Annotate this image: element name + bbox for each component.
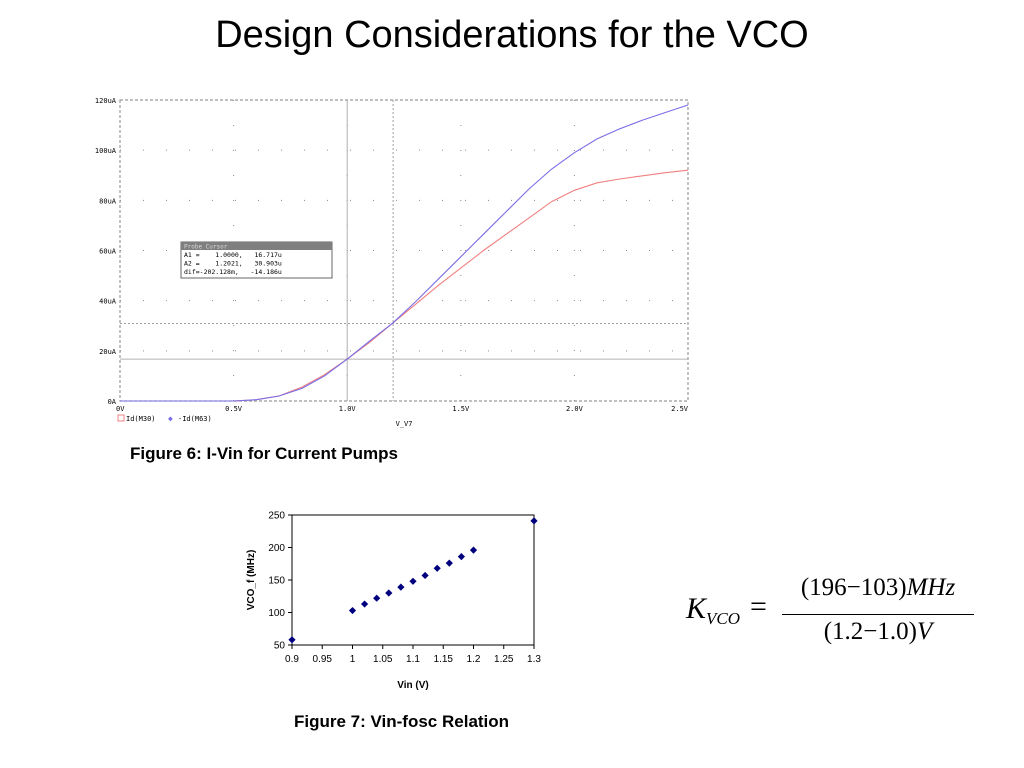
legend-label: -Id(M63) bbox=[178, 415, 212, 423]
figure6-caption: Figure 6: I-Vin for Current Pumps bbox=[130, 444, 398, 463]
numerator-value: (196−103) bbox=[800, 574, 907, 601]
denominator-unit: V bbox=[916, 618, 933, 645]
x-tick-label: 2.5V bbox=[671, 405, 689, 413]
y-tick-label: 100uA bbox=[95, 147, 117, 155]
vco-scatter-chart: 50 100 150 200 250 0.9 0.95 1 1.05 1.1 1.15 1.2 1.25… bbox=[246, 511, 541, 692]
y-tick-label: 150 bbox=[268, 576, 285, 587]
data-point bbox=[288, 636, 296, 644]
x-axis-label: Vin (V) bbox=[397, 680, 428, 691]
x-tick-label: 1 bbox=[350, 654, 356, 665]
data-point bbox=[409, 577, 417, 585]
data-point bbox=[348, 606, 357, 615]
data-point bbox=[385, 589, 393, 597]
fraction-bar bbox=[782, 614, 974, 615]
probe-cursor-row: dif=-202.128m, -14.186u bbox=[184, 268, 282, 276]
x-tick-label: 1.3 bbox=[527, 654, 541, 665]
probe-cursor-row: A2 = 1.2021, 30.903u bbox=[184, 260, 282, 268]
probe-cursor-row: A1 = 1.0000, 16.717u bbox=[184, 251, 282, 259]
y-tick-label: 0A bbox=[108, 398, 117, 406]
y-tick-label: 120uA bbox=[95, 97, 117, 105]
y-tick-label: 250 bbox=[268, 511, 285, 522]
x-tick-label: 0.95 bbox=[313, 654, 333, 665]
x-tick-label: 1.2 bbox=[467, 654, 481, 665]
kvco-formula: KVCO = (196−103)MHz (1.2−1.0)V bbox=[686, 574, 986, 664]
x-tick-label: 1.1 bbox=[406, 654, 420, 665]
numerator-unit: MHz bbox=[906, 574, 956, 601]
k-subscript: VCO bbox=[706, 609, 741, 628]
x-tick-label: 1.0V bbox=[339, 405, 357, 413]
probe-cursor-title: Probe Cursor bbox=[184, 244, 228, 251]
x-tick-label: 1.25 bbox=[494, 654, 514, 665]
x-axis-label: V_V7 bbox=[396, 420, 413, 428]
x-tick-label: 0V bbox=[116, 405, 125, 413]
legend-label: Id(M30) bbox=[126, 415, 156, 423]
y-axis-label: VCO_f (MHz) bbox=[246, 550, 257, 611]
denominator-value: (1.2−1.0) bbox=[823, 618, 917, 645]
y-tick-label: 50 bbox=[274, 641, 286, 652]
y-tick-label: 100 bbox=[268, 608, 285, 619]
y-tick-label: 20uA bbox=[99, 348, 117, 356]
equals-sign: = bbox=[750, 590, 767, 623]
iv-chart: 0A 20uA 40uA 60uA 80uA 100uA 120uA 0V 0.5V 1.0V 1.… bbox=[95, 97, 689, 428]
k-symbol: KVCO bbox=[686, 592, 741, 628]
series-line-idm63 bbox=[120, 104, 689, 402]
formula-denominator: (1.2−1.0)V bbox=[782, 618, 974, 646]
k-letter: K bbox=[686, 592, 707, 625]
legend-marker-square bbox=[117, 414, 125, 422]
series-line-idm30 bbox=[120, 169, 689, 402]
data-point bbox=[469, 546, 478, 554]
x-tick-label: 1.05 bbox=[373, 654, 393, 665]
y-tick-label: 200 bbox=[268, 543, 285, 554]
y-tick-label: 60uA bbox=[99, 248, 117, 256]
x-tick-label: 2.0V bbox=[566, 405, 584, 413]
slide-title: Design Considerations for the VCO bbox=[215, 14, 809, 56]
figure7-caption: Figure 7: Vin-fosc Relation bbox=[294, 712, 510, 731]
x-tick-label: 0.9 bbox=[285, 654, 299, 665]
formula-numerator: (196−103)MHz bbox=[782, 574, 974, 602]
x-tick-label: 0.5V bbox=[225, 405, 243, 413]
x-tick-label: 1.5V bbox=[452, 405, 470, 413]
probe-cursor-titlebar bbox=[181, 242, 332, 250]
x-tick-label: 1.15 bbox=[434, 654, 454, 665]
legend-marker-diamond: ◆ bbox=[168, 414, 173, 423]
y-tick-label: 80uA bbox=[99, 197, 117, 205]
y-tick-label: 40uA bbox=[99, 298, 117, 306]
